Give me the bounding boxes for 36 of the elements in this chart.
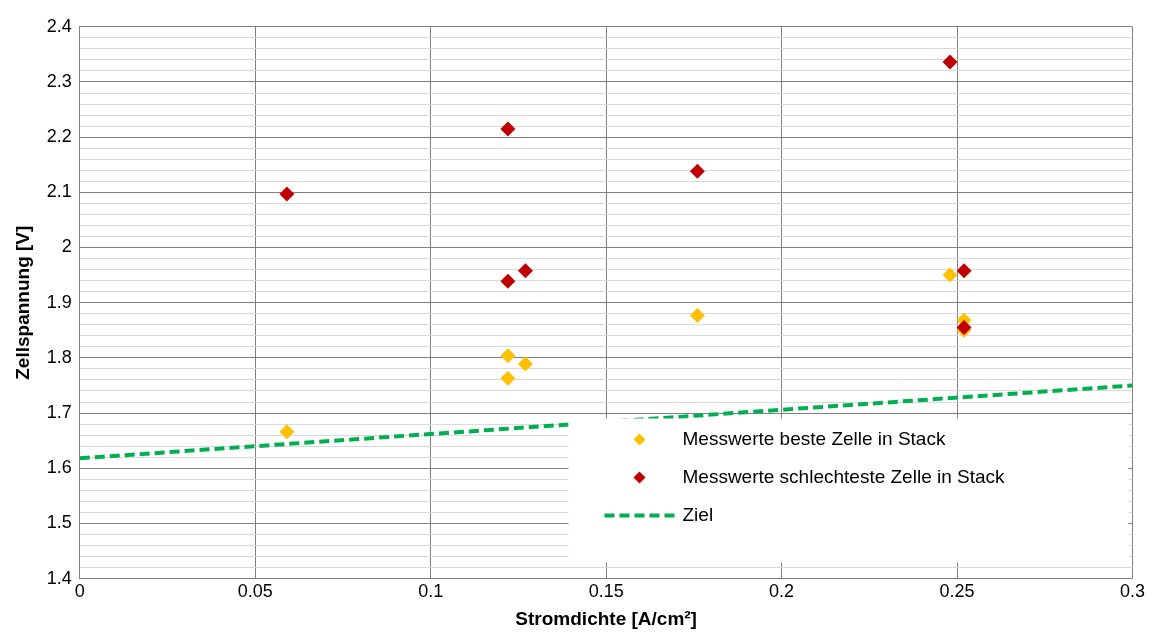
y-tick-label: 1.9 — [46, 291, 72, 312]
legend-label: Messwerte beste Zelle in Stack — [682, 427, 946, 449]
y-tick-label: 1.8 — [46, 346, 72, 367]
x-tick-label: 0.2 — [769, 581, 795, 602]
point — [500, 348, 516, 364]
point — [500, 273, 516, 289]
point — [956, 263, 972, 279]
y-tick-label: 1.6 — [46, 457, 72, 478]
legend-label: Ziel — [682, 503, 714, 525]
x-tick-label: 0.15 — [588, 581, 624, 602]
point — [689, 163, 705, 179]
point — [942, 54, 958, 70]
y-tick-label: 2 — [61, 236, 72, 257]
x-tick-label: 0.25 — [939, 581, 975, 602]
point — [517, 263, 533, 279]
x-axis-title: Stromdichte [A/cm²] — [515, 607, 697, 629]
y-tick-label: 2.4 — [46, 15, 72, 36]
point — [517, 356, 533, 372]
x-tick-label: 0 — [74, 581, 85, 602]
point — [500, 121, 516, 137]
legend-label: Messwerte schlechteste Zelle in Stack — [682, 465, 1006, 487]
y-axis-title: Zellspannung [V] — [11, 225, 33, 380]
y-tick-label: 1.4 — [46, 567, 72, 588]
y-tick-label: 2.1 — [46, 181, 72, 202]
point — [942, 267, 958, 283]
x-tick-label: 0.1 — [418, 581, 444, 602]
x-tick-label: 0.3 — [1119, 581, 1145, 602]
point — [279, 186, 295, 202]
y-tick-label: 1.7 — [46, 402, 72, 423]
point — [689, 307, 705, 323]
x-tick-label: 0.05 — [237, 581, 273, 602]
y-tick-label: 2.2 — [46, 126, 72, 147]
y-tick-label: 1.5 — [46, 512, 72, 533]
point — [279, 424, 295, 440]
y-tick-label: 2.3 — [46, 70, 72, 91]
point — [500, 370, 516, 386]
